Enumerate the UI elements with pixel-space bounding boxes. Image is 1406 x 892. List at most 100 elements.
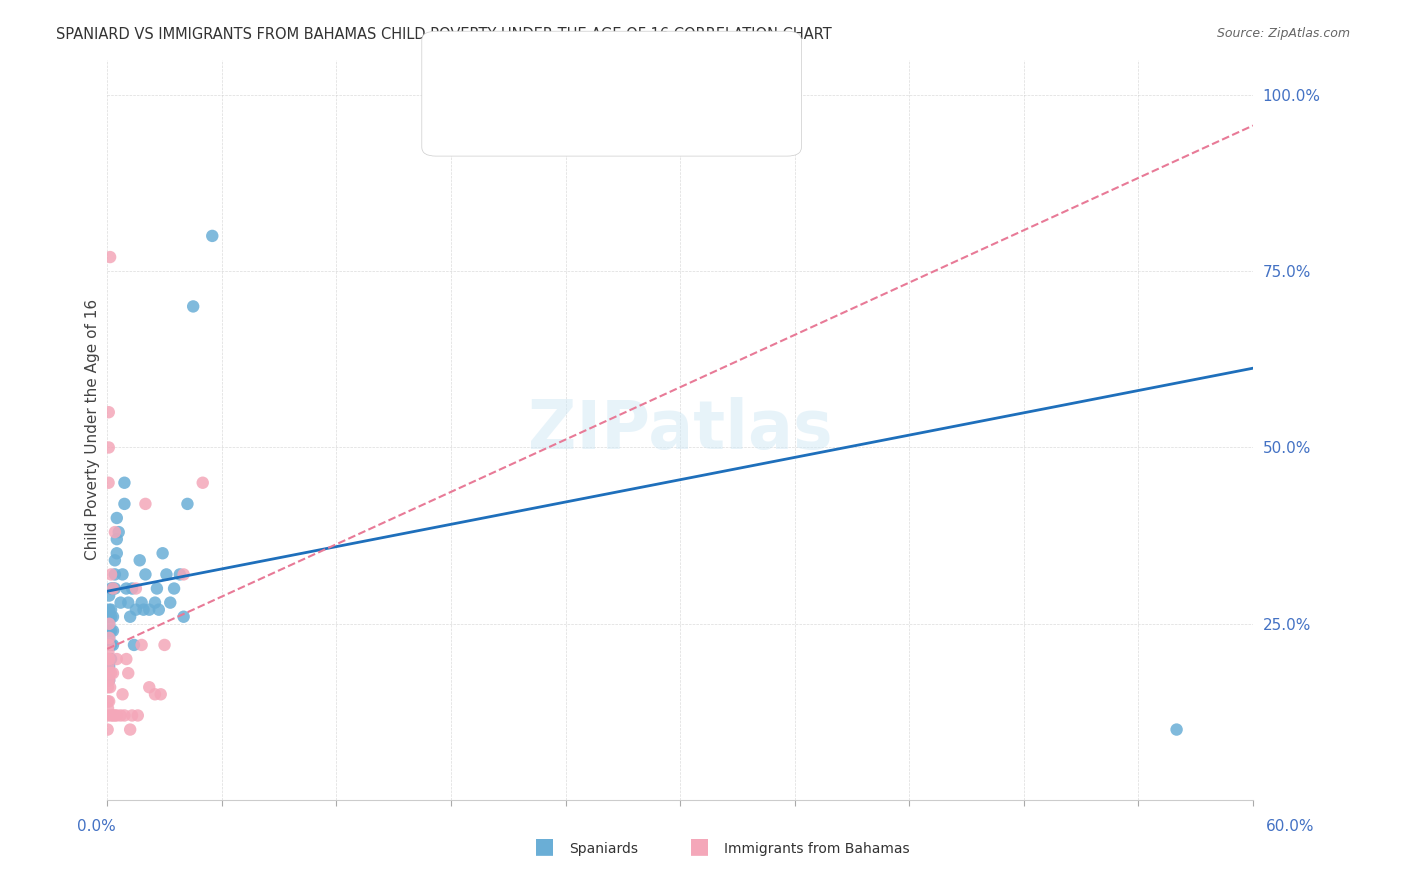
Point [143,596,166,610]
Text: R =: R = [474,67,502,82]
Point [98,602,121,616]
Point [97,708,120,723]
Point [1166,723,1188,737]
Point [163,582,186,596]
Point [110,708,132,723]
Point [100,567,122,582]
Point [100,708,122,723]
Point [112,475,135,490]
Point [101,708,124,723]
Point [105,546,128,560]
Point [98,631,121,645]
Point [131,596,153,610]
Point [201,228,224,243]
Point [115,652,138,666]
Point [132,602,155,616]
Point [97,475,120,490]
Point [138,602,160,616]
Point [1261,87,1284,102]
Text: Immigrants from Bahamas: Immigrants from Bahamas [724,842,910,856]
Point [98,631,121,645]
Point [97,405,120,419]
Point [100,638,122,652]
Point [98,673,121,688]
Point [176,497,198,511]
Point [107,525,129,540]
Point [155,567,177,582]
Point [121,582,143,596]
Point [149,687,172,701]
Point [117,596,139,610]
Text: 60.0%: 60.0% [1267,819,1315,834]
Point [98,694,121,708]
Text: ■: ■ [689,837,710,856]
Point [104,708,127,723]
Point [104,553,127,567]
Point [100,602,122,616]
Point [98,652,121,666]
Point [169,567,191,582]
Text: 56: 56 [619,67,640,82]
Point [101,582,124,596]
Point [100,666,122,681]
Point [191,475,214,490]
Point [98,652,121,666]
Point [98,624,121,638]
Point [111,567,134,582]
Point [98,666,121,681]
Point [98,616,121,631]
Text: N =: N = [576,67,606,82]
Point [131,638,153,652]
Point [120,723,142,737]
Text: Spaniards: Spaniards [569,842,638,856]
Point [153,638,176,652]
Point [105,652,128,666]
Point [100,582,122,596]
Point [97,441,120,455]
Point [100,624,122,638]
Point [97,694,120,708]
Point [112,708,135,723]
Point [97,680,120,694]
Point [125,602,148,616]
Point [98,616,121,631]
Point [125,582,148,596]
Point [117,666,139,681]
Point [97,638,120,652]
Point [115,582,138,596]
Point [134,497,156,511]
Point [127,708,149,723]
Point [122,638,145,652]
Point [110,596,132,610]
Point [121,708,143,723]
Point [100,652,122,666]
Point [98,589,121,603]
Point [112,497,135,511]
Point [138,680,160,694]
Y-axis label: Child Poverty Under the Age of 16: Child Poverty Under the Age of 16 [86,300,100,560]
Point [105,532,128,546]
Text: N =: N = [576,112,606,127]
Point [98,609,121,624]
Text: R =: R = [474,112,502,127]
Point [98,638,121,652]
Point [101,582,124,596]
Text: ■: ■ [443,62,464,82]
Point [97,659,120,673]
Point [120,609,142,624]
Point [97,701,120,715]
Point [101,666,124,681]
Text: SPANIARD VS IMMIGRANTS FROM BAHAMAS CHILD POVERTY UNDER THE AGE OF 16 CORRELATIO: SPANIARD VS IMMIGRANTS FROM BAHAMAS CHIL… [56,27,832,42]
Text: 0.313: 0.313 [520,112,568,127]
Point [181,300,204,314]
Text: 0.365: 0.365 [520,67,568,82]
Point [143,687,166,701]
Point [98,659,121,673]
Point [101,624,124,638]
Point [104,567,127,582]
Point [104,582,127,596]
Point [146,582,169,596]
Point [134,567,156,582]
Point [100,609,122,624]
Point [148,602,170,616]
